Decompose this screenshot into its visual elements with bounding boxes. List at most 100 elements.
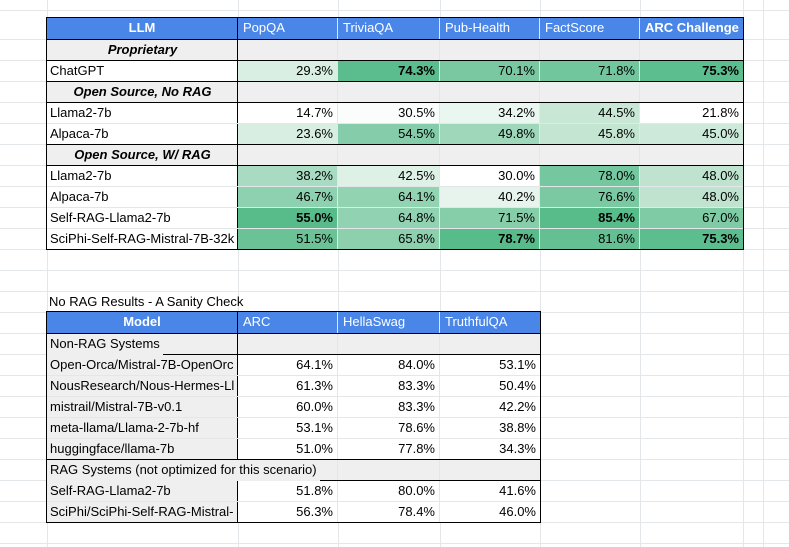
- model-name-cell[interactable]: ChatGPT: [47, 61, 238, 81]
- value-cell[interactable]: 84.0%: [338, 355, 440, 375]
- model-name-cell[interactable]: Open-Orca/Mistral-7B-OpenOrc: [47, 355, 238, 375]
- model-name-cell[interactable]: SciPhi/SciPhi-Self-RAG-Mistral-: [47, 502, 238, 522]
- value-cell[interactable]: 75.3%: [640, 61, 743, 81]
- column-header-triviaqa[interactable]: TriviaQA: [338, 18, 440, 39]
- model-name-cell[interactable]: Alpaca-7b: [47, 124, 238, 144]
- value-cell[interactable]: 46.7%: [238, 187, 338, 207]
- value-cell[interactable]: 40.2%: [440, 187, 540, 207]
- section-cell[interactable]: [338, 82, 440, 102]
- sanity-check-title[interactable]: No RAG Results - A Sanity Check: [49, 294, 244, 309]
- value-cell[interactable]: 83.3%: [338, 397, 440, 417]
- column-header-pub-health[interactable]: Pub-Health: [440, 18, 540, 39]
- value-cell[interactable]: 81.6%: [540, 229, 640, 249]
- section-cell[interactable]: [440, 145, 540, 165]
- value-cell[interactable]: 44.5%: [540, 103, 640, 123]
- column-header-llm[interactable]: LLM: [47, 18, 238, 39]
- value-cell[interactable]: 51.0%: [238, 439, 338, 459]
- value-cell[interactable]: 42.5%: [338, 166, 440, 186]
- value-cell[interactable]: 21.8%: [640, 103, 743, 123]
- value-cell[interactable]: 54.5%: [338, 124, 440, 144]
- section-cell[interactable]: [238, 40, 338, 60]
- value-cell[interactable]: 38.8%: [440, 418, 540, 438]
- value-cell[interactable]: 85.4%: [540, 208, 640, 228]
- value-cell[interactable]: 78.7%: [440, 229, 540, 249]
- section-cell[interactable]: [238, 334, 338, 354]
- section-cell[interactable]: [640, 40, 743, 60]
- model-name-cell[interactable]: NousResearch/Nous-Hermes-Ll: [47, 376, 238, 396]
- value-cell[interactable]: 46.0%: [440, 502, 540, 522]
- value-cell[interactable]: 42.2%: [440, 397, 540, 417]
- section-cell[interactable]: [338, 40, 440, 60]
- section-cell[interactable]: [540, 82, 640, 102]
- section-cell[interactable]: [440, 82, 540, 102]
- model-name-cell[interactable]: Alpaca-7b: [47, 187, 238, 207]
- section-cell[interactable]: [440, 460, 540, 480]
- value-cell[interactable]: 55.0%: [238, 208, 338, 228]
- value-cell[interactable]: 60.0%: [238, 397, 338, 417]
- column-header-arc-challenge[interactable]: ARC Challenge: [640, 18, 743, 39]
- value-cell[interactable]: 38.2%: [238, 166, 338, 186]
- value-cell[interactable]: 50.4%: [440, 376, 540, 396]
- value-cell[interactable]: 51.5%: [238, 229, 338, 249]
- value-cell[interactable]: 45.8%: [540, 124, 640, 144]
- section-cell[interactable]: [540, 40, 640, 60]
- value-cell[interactable]: 23.6%: [238, 124, 338, 144]
- value-cell[interactable]: 53.1%: [238, 418, 338, 438]
- model-name-cell[interactable]: Self-RAG-Llama2-7b: [47, 481, 238, 501]
- value-cell[interactable]: 78.0%: [540, 166, 640, 186]
- section-cell[interactable]: [338, 334, 440, 354]
- value-cell[interactable]: 64.8%: [338, 208, 440, 228]
- section-cell[interactable]: [238, 82, 338, 102]
- model-name-cell[interactable]: Llama2-7b: [47, 103, 238, 123]
- value-cell[interactable]: 29.3%: [238, 61, 338, 81]
- model-name-cell[interactable]: SciPhi-Self-RAG-Mistral-7B-32k: [47, 229, 238, 249]
- section-cell[interactable]: [640, 82, 743, 102]
- column-header-factscore[interactable]: FactScore: [540, 18, 640, 39]
- value-cell[interactable]: 30.5%: [338, 103, 440, 123]
- value-cell[interactable]: 51.8%: [238, 481, 338, 501]
- value-cell[interactable]: 64.1%: [338, 187, 440, 207]
- value-cell[interactable]: 77.8%: [338, 439, 440, 459]
- model-name-cell[interactable]: meta-llama/Llama-2-7b-hf: [47, 418, 238, 438]
- column-header-truthfulqa[interactable]: TruthfulQA: [440, 312, 540, 333]
- value-cell[interactable]: 78.4%: [338, 502, 440, 522]
- value-cell[interactable]: 30.0%: [440, 166, 540, 186]
- section-cell[interactable]: [440, 40, 540, 60]
- value-cell[interactable]: 34.3%: [440, 439, 540, 459]
- column-header-hellaswag[interactable]: HellaSwag: [338, 312, 440, 333]
- value-cell[interactable]: 45.0%: [640, 124, 743, 144]
- value-cell[interactable]: 67.0%: [640, 208, 743, 228]
- value-cell[interactable]: 65.8%: [338, 229, 440, 249]
- model-name-cell[interactable]: Llama2-7b: [47, 166, 238, 186]
- section-cell[interactable]: [338, 145, 440, 165]
- section-cell[interactable]: [440, 334, 540, 354]
- value-cell[interactable]: 61.3%: [238, 376, 338, 396]
- value-cell[interactable]: 78.6%: [338, 418, 440, 438]
- value-cell[interactable]: 80.0%: [338, 481, 440, 501]
- column-header-arc[interactable]: ARC: [238, 312, 338, 333]
- value-cell[interactable]: 64.1%: [238, 355, 338, 375]
- section-cell[interactable]: [238, 145, 338, 165]
- value-cell[interactable]: 71.8%: [540, 61, 640, 81]
- value-cell[interactable]: 74.3%: [338, 61, 440, 81]
- value-cell[interactable]: 34.2%: [440, 103, 540, 123]
- value-cell[interactable]: 53.1%: [440, 355, 540, 375]
- column-header-popqa[interactable]: PopQA: [238, 18, 338, 39]
- value-cell[interactable]: 14.7%: [238, 103, 338, 123]
- value-cell[interactable]: 83.3%: [338, 376, 440, 396]
- section-cell[interactable]: [47, 82, 238, 102]
- value-cell[interactable]: 48.0%: [640, 187, 743, 207]
- value-cell[interactable]: 71.5%: [440, 208, 540, 228]
- model-name-cell[interactable]: Self-RAG-Llama2-7b: [47, 208, 238, 228]
- value-cell[interactable]: 49.8%: [440, 124, 540, 144]
- section-cell[interactable]: [47, 40, 238, 60]
- section-cell[interactable]: [47, 145, 238, 165]
- value-cell[interactable]: 75.3%: [640, 229, 743, 249]
- section-cell[interactable]: [338, 460, 440, 480]
- section-cell[interactable]: [540, 145, 640, 165]
- column-header-model[interactable]: Model: [47, 312, 238, 333]
- value-cell[interactable]: 41.6%: [440, 481, 540, 501]
- value-cell[interactable]: 76.6%: [540, 187, 640, 207]
- model-name-cell[interactable]: huggingface/llama-7b: [47, 439, 238, 459]
- value-cell[interactable]: 70.1%: [440, 61, 540, 81]
